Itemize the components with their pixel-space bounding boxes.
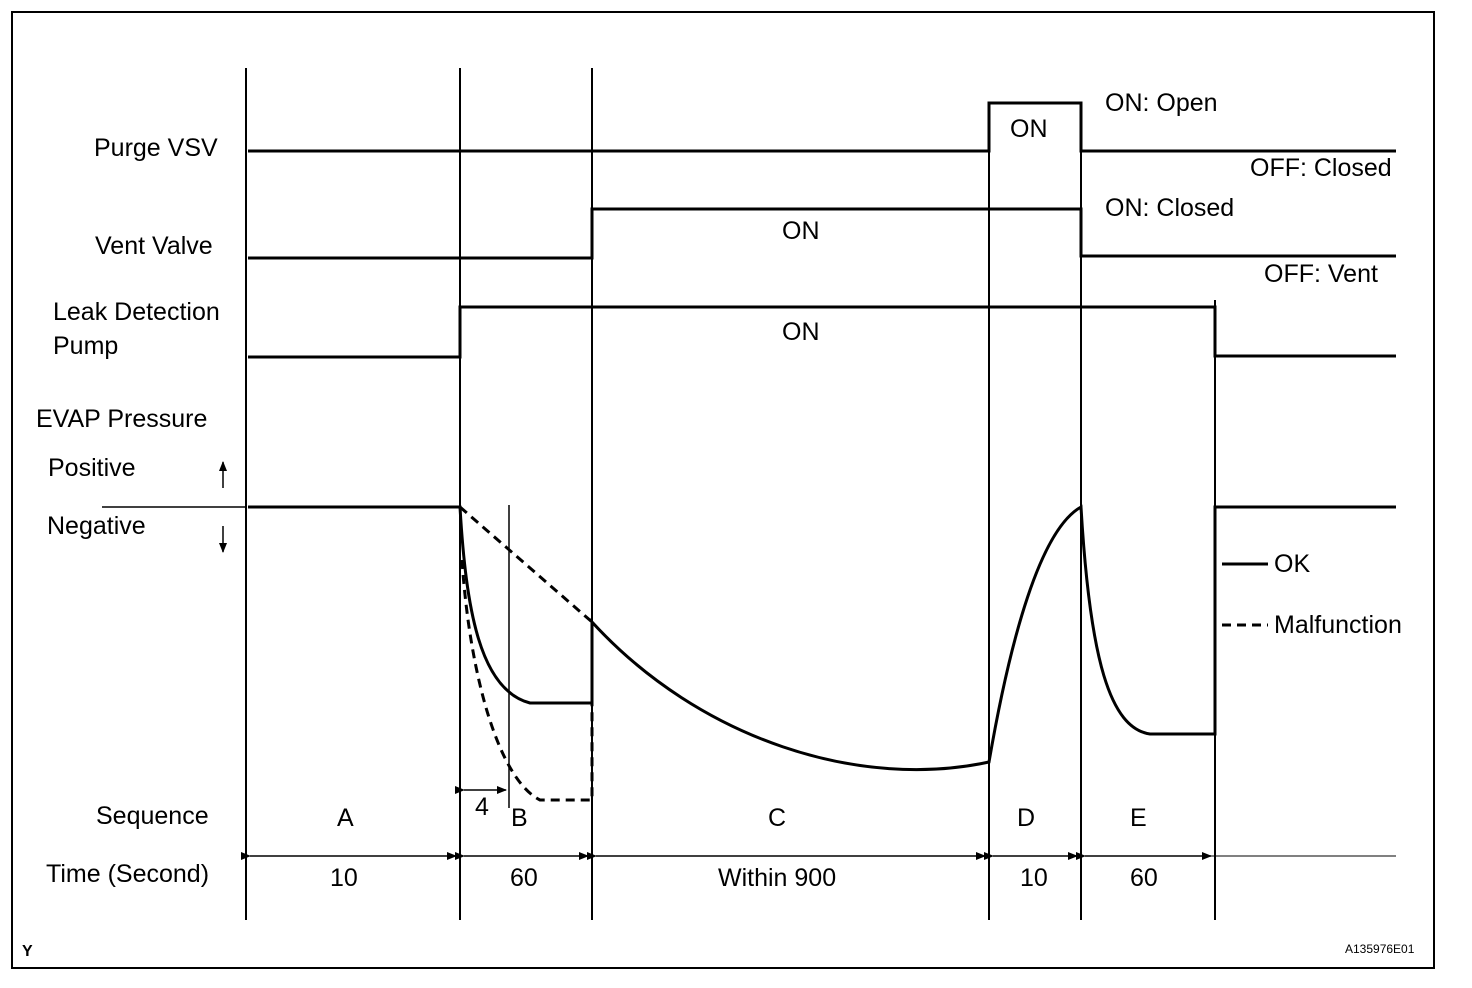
time-value-e: 60 [1130,864,1158,892]
evap-malfunction-trace-1 [459,505,593,624]
legend-malfunction-label: Malfunction [1274,611,1402,639]
sequence-step-d: D [1017,804,1035,832]
evap-pressure-ok-trace [248,504,1396,772]
phase-boundaries [245,68,1216,920]
time-value-a: 10 [330,864,358,892]
purge-vsv-label: Purge VSV [94,134,218,162]
purge-on-desc: ON: Open [1105,89,1218,117]
time-value-c: Within 900 [718,864,836,892]
vent-on-label: ON [782,217,820,245]
vent-on-desc: ON: Closed [1105,194,1234,222]
purge-on-label: ON [1010,115,1048,143]
sequence-step-b: B [511,804,528,832]
figure-frame [11,11,1435,969]
leak-pump-trace [248,305,1396,359]
figure-code: A135976E01 [1345,942,1415,956]
vent-off-desc: OFF: Vent [1264,260,1378,288]
sub-interval-label: 4 [475,793,489,821]
legend: OK Malfunction [1222,550,1402,639]
leak-pump-label-1: Leak Detection [53,298,220,326]
negative-label: Negative [47,512,146,540]
leak-pump-label-2: Pump [53,332,118,360]
sequence-step-e: E [1130,804,1147,832]
legend-ok-label: OK [1274,550,1310,578]
time-label: Time (Second) [46,860,209,888]
corner-mark: Y [22,943,33,960]
time-value-d: 10 [1020,864,1048,892]
sequence-label: Sequence [96,802,209,830]
vent-valve-trace [248,207,1396,260]
purge-off-desc: OFF: Closed [1250,154,1392,182]
time-value-b: 60 [510,864,538,892]
purge-vsv-trace [248,101,1396,153]
pump-on-label: ON [782,318,820,346]
sequence-step-c: C [768,804,786,832]
sequence-step-a: A [337,804,354,832]
evap-malfunction-trace-2 [460,559,594,802]
evap-pressure-label: EVAP Pressure [36,405,207,433]
positive-label: Positive [48,454,136,482]
vent-valve-label: Vent Valve [95,232,213,260]
